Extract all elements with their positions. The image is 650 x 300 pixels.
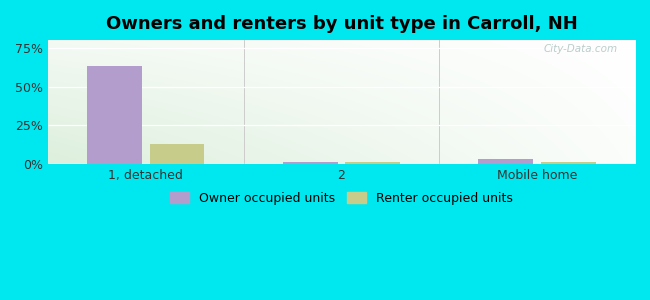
Text: City-Data.com: City-Data.com	[543, 44, 618, 54]
Title: Owners and renters by unit type in Carroll, NH: Owners and renters by unit type in Carro…	[105, 15, 577, 33]
Legend: Owner occupied units, Renter occupied units: Owner occupied units, Renter occupied un…	[165, 187, 518, 210]
Bar	[87, 67, 142, 164]
Bar	[478, 159, 533, 164]
Bar	[345, 162, 400, 164]
Bar	[541, 162, 596, 164]
Bar	[150, 144, 205, 164]
Bar	[283, 162, 337, 164]
